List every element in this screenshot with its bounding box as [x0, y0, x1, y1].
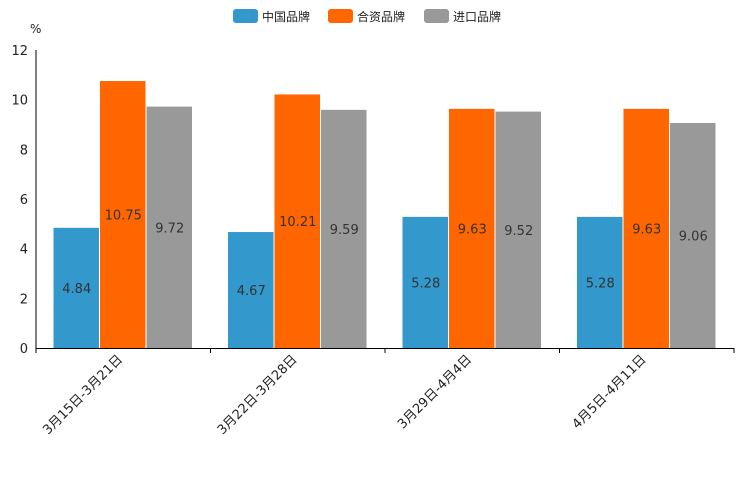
y-axis: 0 2 4 6 8 10 12 — [11, 44, 37, 357]
bar-3-2 — [321, 109, 367, 349]
bar-3-1 — [146, 106, 192, 349]
data-label-2-1: 10.75 — [105, 209, 142, 224]
legend-swatch-2 — [328, 9, 353, 23]
data-label-2-3: 9.63 — [458, 222, 487, 237]
y-axis-unit-label: % — [30, 22, 41, 36]
legend-swatch-1 — [233, 9, 258, 23]
legend: 中国品牌 合资品牌 进口品牌 — [233, 9, 501, 24]
bar-2-4 — [623, 108, 669, 348]
x-axis: 3月15日-3月21日 3月22日-3月28日 3月29日-4月4日 4月5日-4月1… — [35, 348, 735, 438]
legend-swatch-3 — [424, 9, 449, 23]
y-tick-label: 12 — [11, 44, 28, 59]
data-label-1-4: 5.28 — [586, 276, 615, 291]
bar-3-4 — [670, 123, 716, 348]
x-category-label: 4月5日-4月11日 — [570, 352, 650, 432]
data-label-2-2: 10.21 — [279, 215, 316, 230]
y-tick-label: 6 — [20, 193, 28, 208]
data-label-3-3: 9.52 — [504, 224, 533, 239]
legend-label-2: 合资品牌 — [357, 9, 405, 24]
data-label-3-1: 9.72 — [155, 221, 184, 236]
data-label-2-4: 9.63 — [632, 222, 661, 237]
bar-3-3 — [495, 111, 541, 348]
bar-2-3 — [449, 108, 495, 348]
bar-2-1 — [100, 81, 146, 349]
y-tick-label: 10 — [11, 94, 28, 109]
data-label-3-4: 9.06 — [679, 230, 708, 245]
data-label-1-1: 4.84 — [62, 282, 91, 297]
y-tick-label: 2 — [20, 292, 28, 307]
data-label-3-2: 9.59 — [330, 223, 359, 238]
x-category-label: 3月22日-3月28日 — [215, 352, 301, 438]
y-tick-label: 4 — [20, 243, 28, 258]
x-category-label: 3月15日-3月21日 — [40, 352, 126, 438]
y-tick-label: 0 — [20, 342, 28, 357]
legend-label-3: 进口品牌 — [453, 10, 501, 24]
bar-1-2 — [228, 232, 274, 348]
legend-label-1: 中国品牌 — [262, 9, 310, 24]
bar-1-1 — [53, 227, 99, 348]
x-category-label: 3月29日-4月4日 — [395, 352, 475, 432]
bar-1-3 — [402, 216, 448, 348]
y-tick-label: 8 — [20, 143, 28, 158]
data-label-1-2: 4.67 — [237, 284, 266, 299]
bar-1-4 — [577, 216, 623, 348]
bars: 4.84 10.75 9.72 4.67 10.21 9.59 5.28 9.63 9.52 5.… — [53, 81, 716, 349]
bar-2-2 — [274, 94, 320, 349]
data-label-1-3: 5.28 — [411, 276, 440, 291]
